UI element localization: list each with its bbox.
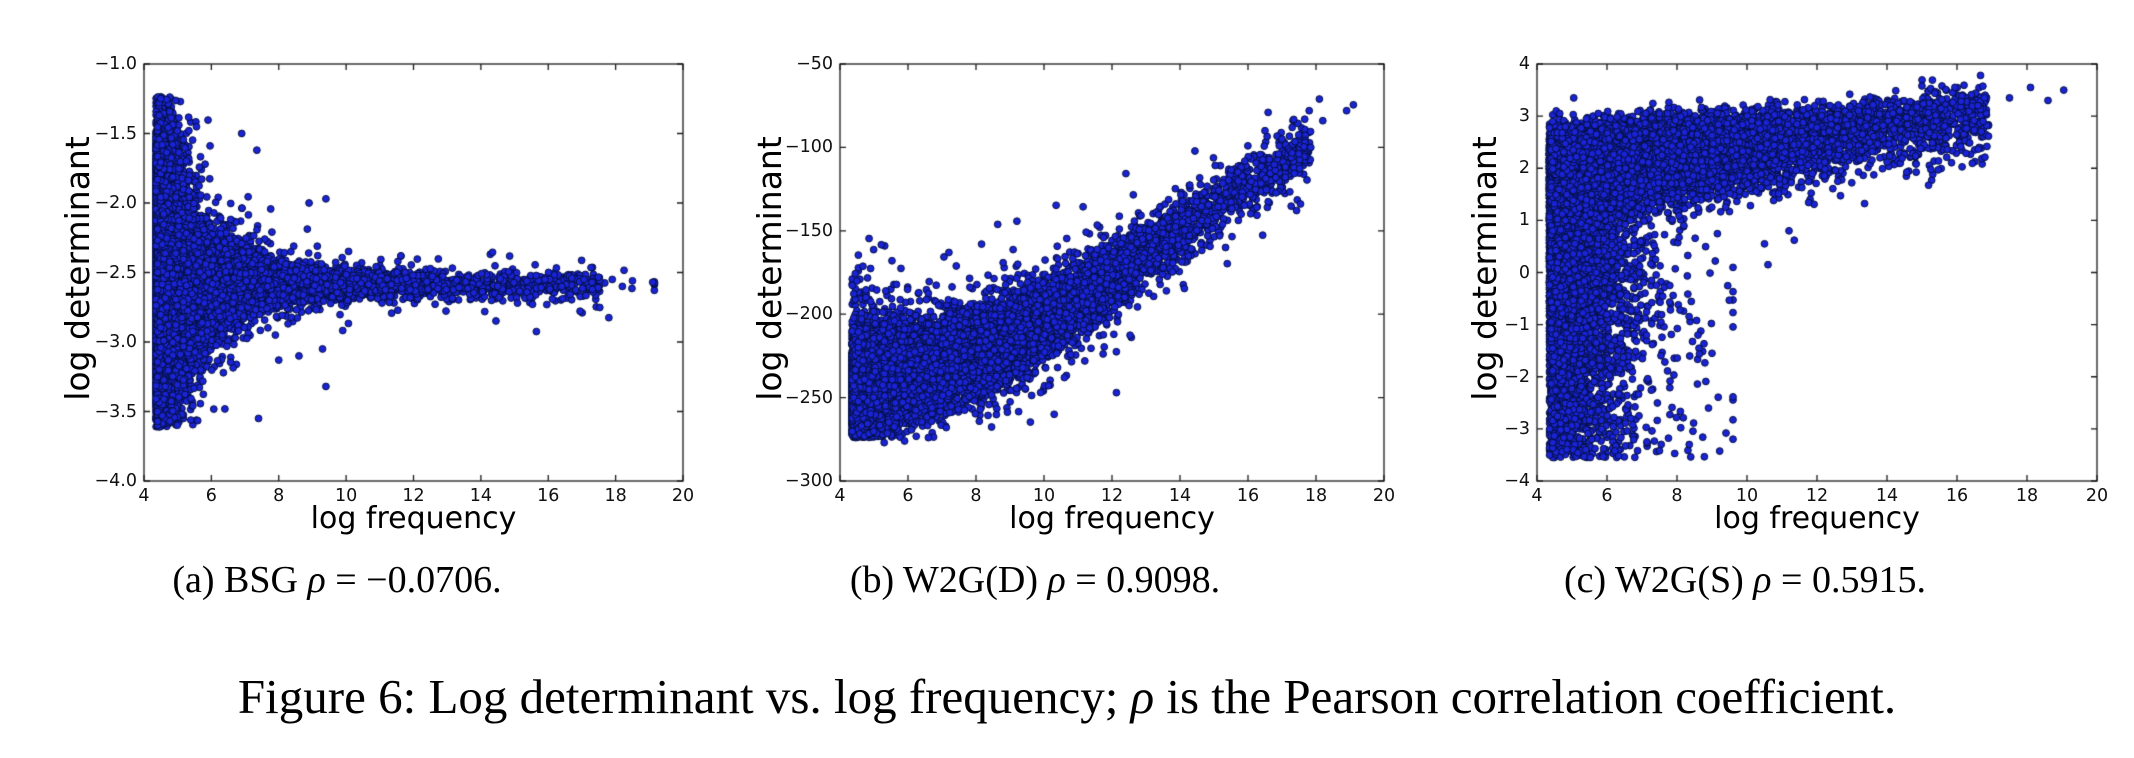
x-tick-label: 12	[402, 486, 425, 506]
y-tick-label: 0	[1518, 262, 1530, 283]
subcaption-c-prefix: (c) W2G(S)	[1564, 559, 1754, 601]
y-tick-label: −1	[1504, 314, 1530, 335]
x-tick-label: 4	[834, 486, 846, 506]
x-tick-label: 20	[2085, 486, 2109, 506]
subcaption-b-value: = 0.9098.	[1065, 559, 1221, 601]
subcaption-c-value: = 0.5915.	[1771, 559, 1926, 601]
x-tick-label: 12	[1100, 486, 1124, 506]
y-tick-label: −100	[784, 137, 833, 158]
y-tick-label: 3	[1518, 106, 1530, 127]
x-tick-label: 16	[1945, 486, 1969, 506]
subcaption-c: (c) W2G(S) ρ = 0.5915.	[1564, 558, 1926, 602]
x-tick-label: 18	[604, 486, 627, 506]
x-tick-label: 4	[138, 486, 150, 506]
y-axis-label-b: log determinant	[749, 135, 789, 401]
y-tick-label: −3	[1504, 418, 1530, 439]
subcaption-a-rho: ρ	[307, 559, 326, 601]
x-tick-label: 18	[2015, 486, 2039, 506]
x-tick-label: 8	[1671, 486, 1683, 506]
y-tick-label: −2.5	[94, 262, 138, 283]
figure-caption-suffix: is the Pearson correlation coefficient.	[1154, 669, 1897, 724]
x-tick-label: 16	[537, 486, 560, 506]
x-axis-label-a: log frequency	[310, 501, 517, 536]
x-tick-label: 6	[1601, 486, 1613, 506]
x-tick-label: 6	[902, 486, 914, 506]
y-tick-label: 2	[1518, 158, 1530, 179]
x-axis-label-c: log frequency	[1714, 501, 1920, 536]
x-tick-label: 14	[1168, 486, 1192, 506]
x-tick-label: 6	[205, 486, 217, 506]
subcaption-c-rho: ρ	[1753, 559, 1772, 601]
y-tick-label: 1	[1518, 210, 1530, 231]
y-tick-label: −3.5	[94, 401, 138, 422]
x-tick-label: 12	[1805, 486, 1829, 506]
scatter-canvas-b	[838, 62, 1388, 485]
y-tick-label: −200	[784, 304, 833, 325]
subcaption-a-prefix: (a) BSG	[172, 559, 308, 601]
y-tick-label: −2	[1504, 366, 1530, 387]
x-tick-label: 8	[970, 486, 982, 506]
y-tick-label: 4	[1518, 54, 1530, 74]
figure-caption-prefix: Figure 6: Log determinant vs. log freque…	[237, 669, 1131, 724]
y-tick-label: −1.5	[94, 123, 138, 144]
x-tick-label: 10	[334, 486, 358, 506]
scatter-canvas-a	[142, 62, 687, 485]
subcaption-a: (a) BSG ρ = −0.0706.	[172, 558, 501, 602]
y-tick-label: −250	[784, 387, 833, 408]
y-tick-label: −2.0	[94, 193, 138, 213]
subcaption-b-rho: ρ	[1047, 559, 1066, 601]
y-tick-label: −4	[1504, 471, 1530, 491]
x-tick-label: 4	[1531, 486, 1543, 506]
x-axis-label-b: log frequency	[1009, 501, 1215, 536]
y-tick-label: −4.0	[94, 471, 138, 491]
x-tick-label: 14	[1875, 486, 1899, 506]
y-tick-label: −300	[784, 471, 833, 491]
figure-caption: Figure 6: Log determinant vs. log freque…	[238, 668, 1896, 725]
figure-caption-rho: ρ	[1130, 669, 1155, 724]
subcaption-b: (b) W2G(D) ρ = 0.9098.	[850, 558, 1220, 602]
x-tick-label: 20	[671, 486, 695, 506]
x-tick-label: 14	[469, 486, 493, 506]
y-tick-label: −50	[796, 54, 833, 74]
y-tick-label: −3.0	[94, 332, 138, 352]
scatter-canvas-c	[1535, 62, 2101, 485]
x-tick-label: 10	[1032, 486, 1056, 506]
subcaption-b-prefix: (b) W2G(D)	[849, 559, 1048, 601]
y-tick-label: −150	[784, 220, 833, 241]
x-tick-label: 10	[1735, 486, 1759, 506]
subcaption-a-value: = −0.0706.	[325, 559, 502, 601]
x-tick-label: 8	[273, 486, 285, 506]
x-tick-label: 20	[1372, 486, 1396, 506]
x-tick-label: 18	[1304, 486, 1328, 506]
x-tick-label: 16	[1236, 486, 1260, 506]
y-tick-label: −1.0	[94, 54, 138, 74]
